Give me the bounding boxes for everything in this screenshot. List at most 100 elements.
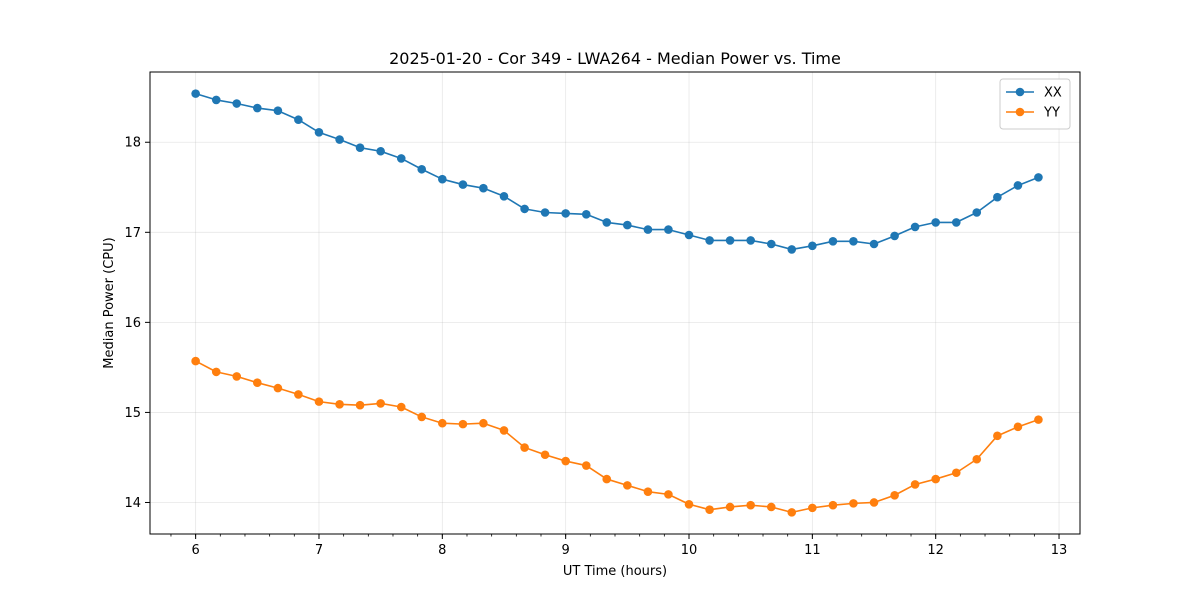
x-tick-label: 7 [315, 543, 323, 558]
series-layer [191, 89, 1043, 517]
data-point-yy [191, 356, 200, 366]
data-point-yy [335, 400, 344, 409]
data-point-yy [273, 383, 283, 393]
data-point-xx [232, 99, 242, 108]
x-tick-label: 9 [562, 543, 570, 558]
data-point-xx [335, 135, 344, 144]
data-point-xx [458, 180, 468, 189]
data-point-xx [869, 239, 879, 249]
data-point-xx [890, 231, 899, 241]
data-point-yy [972, 454, 982, 464]
data-point-xx [931, 218, 940, 227]
data-point-yy [808, 503, 817, 513]
x-tick-label: 13 [1051, 543, 1068, 558]
y-tick-label: 18 [124, 136, 141, 151]
data-point-xx [479, 183, 488, 193]
data-point-xx [602, 218, 612, 227]
x-tick-label: 10 [681, 543, 698, 558]
chart-title: 2025-01-20 - Cor 349 - LWA264 - Median P… [389, 49, 841, 68]
data-point-yy [438, 418, 447, 428]
x-tick-label: 8 [438, 543, 446, 558]
grid [150, 72, 1080, 534]
data-point-xx [993, 192, 1002, 202]
data-point-yy [849, 499, 858, 508]
data-point-yy [417, 412, 427, 422]
y-tick-label: 17 [124, 226, 141, 241]
data-point-xx [623, 220, 632, 230]
data-point-xx [540, 208, 550, 217]
data-point-xx [972, 208, 982, 217]
data-point-xx [664, 225, 673, 234]
data-point-xx [787, 245, 797, 254]
data-point-yy [890, 490, 899, 500]
data-point-yy [355, 400, 365, 410]
legend-swatch-marker [1015, 107, 1025, 117]
x-tick-label: 11 [804, 543, 821, 558]
data-point-yy [211, 367, 221, 377]
data-point-yy [376, 399, 385, 408]
data-point-yy [540, 450, 550, 460]
data-point-yy [1013, 422, 1023, 432]
data-point-xx [520, 204, 529, 214]
data-point-yy [232, 372, 242, 381]
legend-label: YY [1043, 106, 1060, 121]
data-point-yy [499, 426, 509, 435]
data-point-yy [253, 378, 262, 388]
y-tick-label: 15 [124, 406, 141, 421]
data-point-xx [1013, 181, 1023, 190]
data-point-yy [520, 443, 529, 452]
data-point-xx [561, 209, 570, 218]
data-point-xx [684, 230, 694, 240]
data-point-xx [294, 115, 303, 125]
x-tick-label: 6 [191, 543, 199, 558]
axes-ticks: 6 7 8 9 10 11 12 13 14 15 16 17 18 [124, 136, 1067, 558]
data-point-yy [725, 502, 735, 512]
data-point-yy [581, 461, 591, 470]
data-point-xx [808, 241, 817, 251]
x-tick-label: 12 [927, 543, 944, 558]
data-point-yy [1034, 415, 1043, 424]
series-yy [191, 356, 1043, 517]
data-point-yy [458, 419, 468, 429]
data-point-yy [643, 487, 653, 496]
data-point-yy [746, 500, 755, 510]
data-point-yy [561, 456, 570, 466]
data-point-yy [294, 390, 303, 399]
x-axis-label: UT Time (hours) [563, 564, 667, 579]
legend-item-xx: XX [1006, 86, 1062, 101]
data-point-xx [438, 174, 447, 184]
data-point-xx [828, 237, 838, 246]
series-xx [191, 89, 1043, 254]
data-point-yy [314, 397, 324, 406]
data-point-xx [1034, 173, 1043, 182]
data-point-xx [746, 236, 755, 245]
legend-swatch-marker [1015, 87, 1025, 97]
data-point-xx [705, 236, 714, 245]
y-tick-label: 14 [124, 496, 141, 511]
data-point-yy [931, 474, 940, 484]
data-point-xx [253, 103, 262, 113]
data-point-xx [643, 225, 653, 234]
data-point-xx [191, 89, 200, 98]
y-tick-label: 16 [124, 316, 141, 331]
data-point-xx [314, 128, 324, 137]
data-point-xx [910, 222, 920, 232]
data-point-xx [581, 209, 591, 219]
y-axis-label: Median Power (CPU) [102, 237, 117, 368]
data-point-xx [951, 218, 961, 227]
data-point-yy [993, 431, 1002, 441]
data-point-xx [417, 164, 427, 174]
data-point-xx [273, 106, 283, 116]
legend: XX YY [999, 78, 1071, 130]
data-point-xx [499, 191, 509, 201]
data-point-xx [355, 143, 365, 152]
data-point-yy [623, 481, 632, 490]
data-point-xx [376, 146, 385, 156]
data-point-yy [602, 474, 612, 484]
data-point-xx [849, 237, 858, 246]
data-point-yy [684, 499, 694, 509]
data-point-yy [828, 500, 838, 510]
data-point-yy [766, 502, 776, 512]
data-point-yy [869, 498, 879, 507]
